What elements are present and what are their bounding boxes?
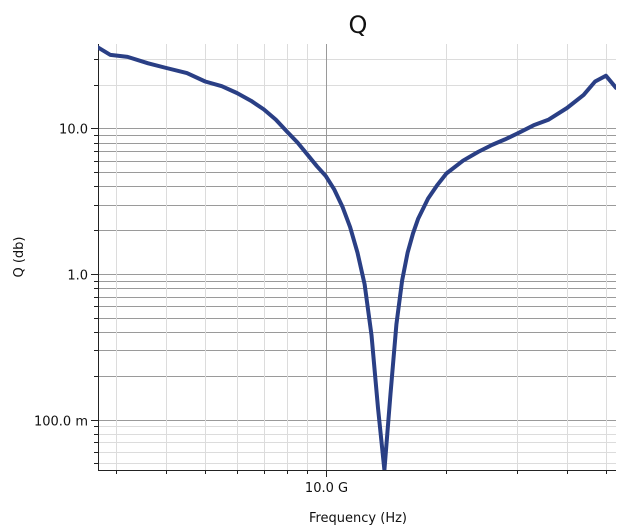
grid <box>98 44 616 470</box>
chart-title: Q <box>349 11 368 39</box>
series-line <box>98 45 616 470</box>
series <box>98 45 616 470</box>
y-axis-label: Q (db) <box>12 236 27 277</box>
x-tick-label: 10.0 G <box>305 481 348 496</box>
x-axis-label: Frequency (Hz) <box>309 511 407 526</box>
axes <box>91 44 616 477</box>
y-tick-label: 1.0 <box>67 269 88 284</box>
tick-labels: 100.0 m 1.0 10.0 10.0 G <box>34 123 348 497</box>
y-tick-label: 10.0 <box>59 123 88 138</box>
y-tick-label: 100.0 m <box>34 415 88 430</box>
